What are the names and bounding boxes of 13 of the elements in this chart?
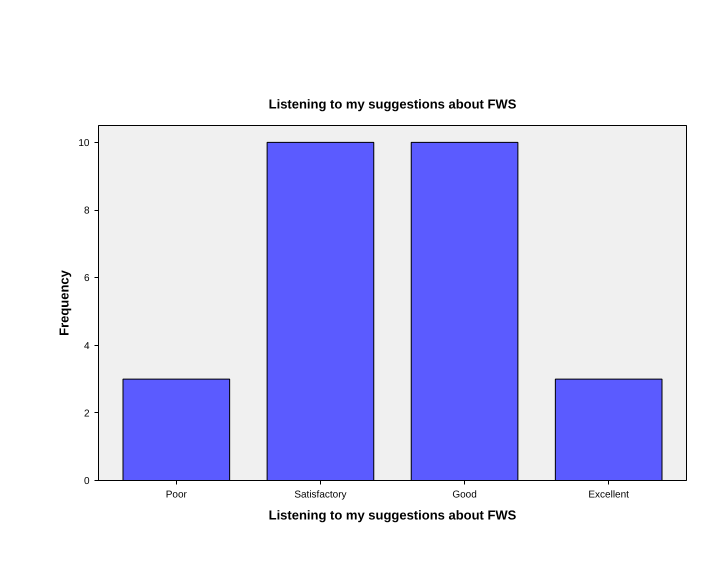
y-tick-label: 6 (84, 273, 90, 284)
x-tick-label: Excellent (588, 490, 630, 500)
y-tick-label: 2 (84, 408, 90, 420)
y-tick-label: 4 (84, 340, 90, 352)
x-tick-label: Poor (166, 490, 188, 500)
x-tick-label: Good (452, 490, 477, 500)
y-axis-title: Frequency (56, 269, 72, 336)
x-tick-label: Satisfactory (294, 490, 347, 500)
y-tick-label: 8 (84, 206, 90, 217)
y-tick-label: 0 (84, 476, 90, 487)
x-axis-title: Listening to my suggestions about FWS (268, 508, 517, 522)
y-tick-label: 10 (78, 138, 90, 149)
chart-title: Listening to my suggestions about FWS (268, 96, 517, 112)
